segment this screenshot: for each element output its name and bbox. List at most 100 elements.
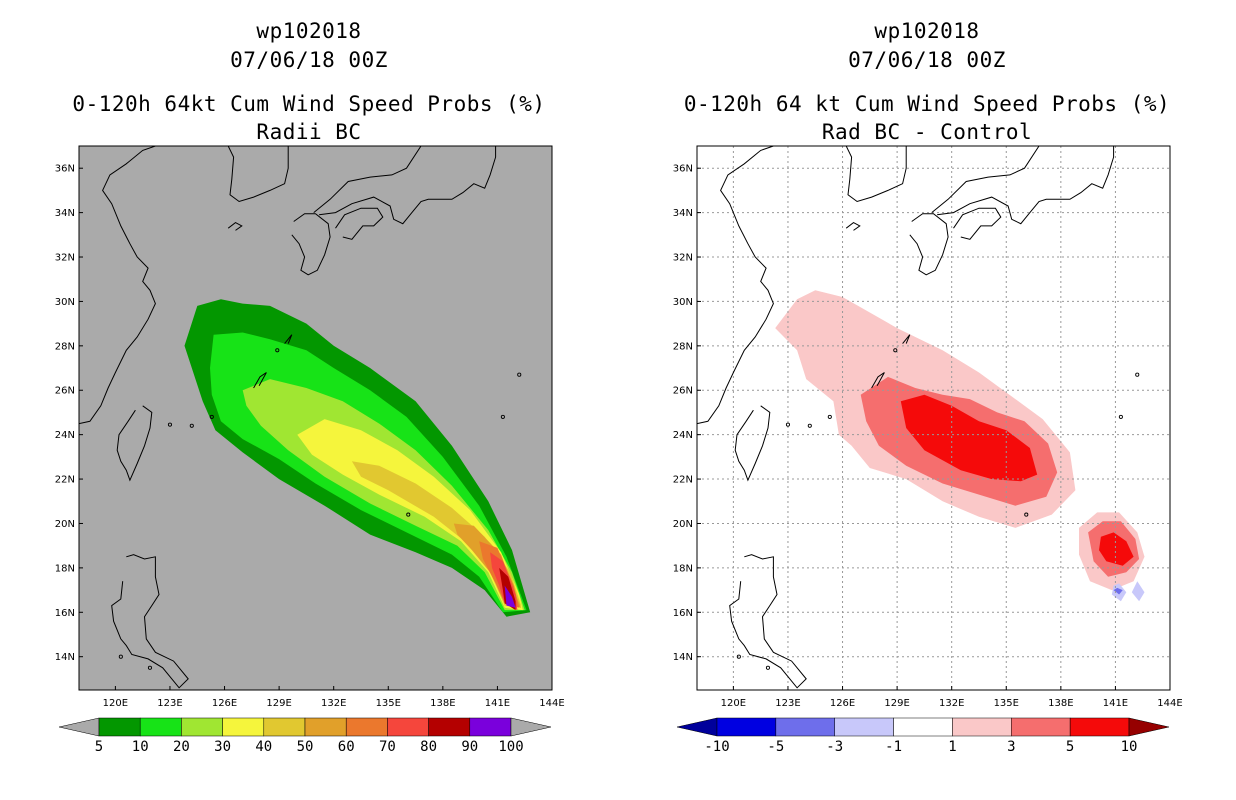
y-tick-label: 26N (55, 386, 75, 397)
coastline-taiwan (116, 405, 153, 482)
y-tick-label: 30N (673, 297, 693, 308)
island-outline (275, 348, 280, 353)
coastline-china (79, 146, 156, 425)
colorbar-swatch (428, 717, 471, 737)
colorbar-label: 60 (338, 739, 355, 755)
y-tick-label: 16N (55, 608, 75, 619)
chart-title: 0-120h 64 kt Cum Wind Speed Probs (%) (683, 92, 1171, 116)
contour-level-neg1 (1131, 581, 1145, 602)
island-outline (209, 414, 214, 419)
x-tick-label: 123E (157, 698, 182, 709)
coastline-shikoku (335, 207, 384, 240)
colorbar-label: 70 (379, 739, 396, 755)
y-tick-label: 14N (55, 652, 75, 663)
colorbar-label: 20 (173, 739, 190, 755)
colorbar-label: 5 (1066, 739, 1074, 755)
coastline-ryukyu2 (284, 334, 293, 344)
colorbar-label: 50 (297, 739, 314, 755)
colorbar-swatch (222, 717, 265, 737)
island-outline (736, 654, 741, 659)
x-tick-label: 135E (376, 698, 401, 709)
colorbar-label: 3 (1007, 739, 1015, 755)
colorbar-swatch (98, 717, 141, 737)
x-tick-label: 138E (430, 698, 455, 709)
island-outline (827, 414, 832, 419)
contour-level-30 (297, 419, 523, 611)
x-tick-label: 132E (939, 698, 964, 709)
plot-area (79, 146, 581, 689)
y-tick-label: 34N (55, 208, 75, 219)
island-outline (167, 422, 173, 427)
island-outline (1118, 414, 1123, 419)
colorbar-over-arrow (1128, 717, 1170, 737)
chart-subtitle: Rad BC - Control (821, 120, 1033, 144)
contour-level-neg3 (1113, 587, 1123, 595)
y-tick-label: 20N (673, 519, 693, 530)
colorbar-swatch (952, 717, 1012, 737)
x-tick-label: 141E (485, 698, 510, 709)
island-outline (893, 348, 898, 353)
colorbar-label: -1 (885, 739, 902, 755)
y-tick-label: 24N (55, 430, 75, 441)
coastline-korea (199, 146, 289, 203)
chart-title: 0-120h 64kt Cum Wind Speed Probs (%) (72, 92, 546, 116)
coastline-jeju (845, 222, 861, 231)
colorbar-label: -10 (704, 739, 729, 755)
colorbar-swatch (181, 717, 223, 737)
storm-id-title: wp102018 (256, 19, 362, 43)
coastline-honshu (313, 146, 497, 225)
y-tick-label: 28N (673, 341, 693, 352)
left-panel: wp102018 07/06/18 00Z 0-120h 64kt Cum Wi… (55, 19, 581, 755)
plot-frame (78, 145, 553, 691)
x-tick-label: 141E (1103, 698, 1128, 709)
coastline-shikoku (953, 207, 1002, 240)
colorbar-swatch (139, 717, 182, 737)
x-tick-label: 138E (1048, 698, 1073, 709)
island-outline (578, 628, 581, 631)
island-outline (189, 423, 194, 428)
y-tick-label: 24N (673, 430, 693, 441)
coastline-ryukyu2 (902, 334, 911, 344)
y-tick-label: 16N (673, 608, 693, 619)
colorbar-label: 90 (461, 739, 478, 755)
y-tick-label: 22N (55, 475, 75, 486)
island-outline (118, 654, 123, 659)
colorbar-swatch (1011, 717, 1071, 737)
colorbar-over-arrow (510, 717, 552, 737)
colorbar-label: 30 (214, 739, 231, 755)
colorbar-swatch (716, 717, 777, 737)
coastline-ryukyu1 (871, 372, 885, 389)
coastline-korea (817, 146, 907, 203)
colorbar-label: -5 (767, 739, 784, 755)
colorbar-swatch (893, 717, 953, 737)
y-tick-label: 18N (673, 563, 693, 574)
x-tick-label: 144E (1157, 698, 1182, 709)
x-tick-label: 132E (321, 698, 346, 709)
colorbar-swatch (469, 717, 512, 737)
island-outline (500, 414, 505, 419)
island-outline (785, 422, 791, 427)
island-outline (765, 665, 770, 670)
island-outline (1024, 512, 1029, 517)
coastline-china (697, 146, 774, 425)
x-tick-label: 129E (884, 698, 909, 709)
contour-level-90 (504, 585, 516, 608)
x-tick-label: 129E (266, 698, 291, 709)
island-outline (1196, 628, 1199, 631)
colorbar-label: 1 (948, 739, 956, 755)
colorbar-label: 10 (1121, 739, 1138, 755)
island-outline (517, 372, 522, 377)
contour-level-5 (900, 394, 1038, 482)
coastline-kyushu (291, 213, 331, 276)
contour-level-5 (1099, 532, 1134, 566)
coastline-jeju (227, 222, 243, 231)
colorbar-swatch (345, 717, 388, 737)
coastline-luzon (729, 554, 807, 689)
colorbar-label: 10 (132, 739, 149, 755)
island-outline (147, 665, 152, 670)
coastline-honshu (931, 146, 1115, 225)
coastline-luzon (111, 554, 189, 689)
colorbar-label: -3 (826, 739, 843, 755)
y-tick-label: 28N (55, 341, 75, 352)
datetime-title: 07/06/18 00Z (848, 48, 1006, 72)
